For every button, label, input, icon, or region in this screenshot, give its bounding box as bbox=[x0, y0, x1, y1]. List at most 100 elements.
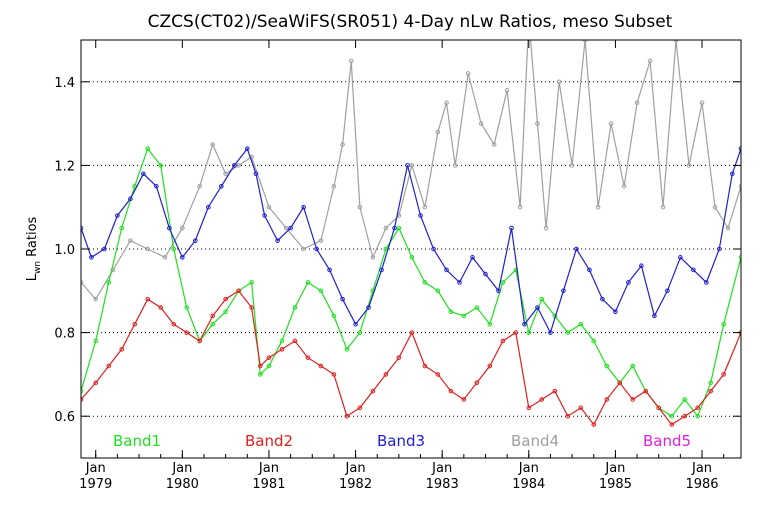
data-point bbox=[548, 330, 553, 335]
plot-area bbox=[81, 40, 741, 427]
data-point bbox=[630, 397, 636, 402]
series-band3 bbox=[81, 146, 741, 335]
x-tick-label-year: 1980 bbox=[166, 477, 199, 492]
data-point bbox=[565, 330, 571, 335]
data-point bbox=[522, 321, 527, 327]
data-point bbox=[470, 255, 475, 260]
data-point bbox=[301, 246, 306, 252]
data-point bbox=[574, 246, 579, 252]
data-point bbox=[236, 288, 241, 294]
data-point bbox=[695, 405, 700, 411]
data-point bbox=[604, 397, 610, 402]
data-point bbox=[409, 330, 415, 335]
data-point bbox=[266, 363, 272, 369]
data-point bbox=[89, 255, 94, 260]
data-point bbox=[435, 372, 441, 377]
data-point bbox=[210, 142, 215, 147]
data-point bbox=[409, 255, 415, 260]
legend-item-band2: Band2 bbox=[245, 432, 293, 450]
data-point bbox=[738, 255, 741, 260]
data-point bbox=[219, 184, 224, 189]
data-point bbox=[691, 267, 696, 273]
data-point bbox=[418, 213, 423, 218]
data-point bbox=[128, 196, 133, 202]
data-point bbox=[223, 309, 228, 315]
x-tick-label-month: Jan bbox=[258, 461, 279, 476]
chart-title: CZCS(CT02)/SeaWiFS(SR051) 4-Day nLw Rati… bbox=[148, 12, 673, 32]
data-point bbox=[383, 225, 389, 231]
data-point bbox=[565, 413, 571, 419]
data-point bbox=[686, 163, 692, 168]
data-point bbox=[656, 405, 662, 411]
data-point bbox=[357, 405, 363, 411]
data-point bbox=[539, 397, 545, 402]
data-point bbox=[283, 225, 289, 231]
data-point bbox=[327, 267, 332, 273]
data-point bbox=[496, 288, 501, 294]
series-line-band4 bbox=[81, 40, 741, 301]
data-point bbox=[535, 305, 540, 310]
data-point bbox=[682, 413, 688, 419]
data-point bbox=[353, 321, 358, 327]
data-point bbox=[167, 225, 172, 231]
data-point bbox=[474, 380, 480, 386]
data-point bbox=[500, 338, 506, 344]
data-point bbox=[604, 363, 610, 369]
data-point bbox=[409, 163, 415, 168]
data-point bbox=[704, 280, 709, 285]
data-point bbox=[639, 263, 644, 269]
data-point bbox=[578, 321, 584, 327]
data-point bbox=[591, 422, 597, 427]
data-point bbox=[249, 305, 254, 310]
data-point bbox=[257, 372, 263, 377]
data-point bbox=[444, 100, 449, 105]
data-point bbox=[595, 204, 601, 210]
data-point bbox=[613, 309, 618, 315]
data-point bbox=[465, 71, 471, 76]
data-point bbox=[630, 363, 636, 369]
data-point bbox=[318, 363, 324, 369]
data-point bbox=[660, 204, 666, 210]
data-point bbox=[621, 184, 627, 189]
data-point bbox=[357, 330, 363, 335]
data-point bbox=[526, 405, 532, 411]
data-point bbox=[561, 288, 566, 294]
data-point bbox=[262, 213, 267, 218]
data-point bbox=[145, 146, 150, 151]
data-point bbox=[717, 246, 722, 252]
data-point bbox=[184, 330, 189, 335]
series-line-band1 bbox=[81, 147, 741, 418]
data-point bbox=[171, 246, 176, 252]
data-point bbox=[93, 380, 99, 386]
data-point bbox=[197, 184, 202, 189]
plot-frame bbox=[80, 39, 742, 459]
data-point bbox=[171, 321, 176, 327]
data-point bbox=[266, 355, 272, 360]
x-tick-label-month: Jan bbox=[604, 461, 625, 476]
data-point bbox=[106, 280, 112, 285]
data-point bbox=[556, 79, 562, 85]
data-point bbox=[699, 100, 705, 105]
data-point bbox=[348, 58, 354, 64]
data-point bbox=[483, 271, 488, 277]
data-point bbox=[119, 225, 125, 231]
data-point bbox=[634, 100, 640, 105]
data-point bbox=[587, 267, 592, 273]
y-axis: 0.6 0.8 1.0 1.2 1.4 bbox=[54, 76, 741, 425]
series-band2 bbox=[81, 288, 741, 427]
x-tick-label-month: Jan bbox=[431, 461, 452, 476]
data-point bbox=[600, 296, 605, 302]
data-point bbox=[695, 413, 700, 419]
legend-item-band5: Band5 bbox=[643, 432, 691, 450]
data-point bbox=[721, 321, 726, 327]
data-point bbox=[305, 280, 311, 285]
series-band1 bbox=[81, 146, 741, 419]
data-point bbox=[652, 313, 657, 319]
data-point bbox=[513, 330, 519, 335]
data-point bbox=[678, 255, 683, 260]
data-point bbox=[257, 363, 263, 369]
data-point bbox=[81, 225, 84, 231]
data-point bbox=[370, 255, 376, 260]
data-point bbox=[543, 225, 549, 231]
